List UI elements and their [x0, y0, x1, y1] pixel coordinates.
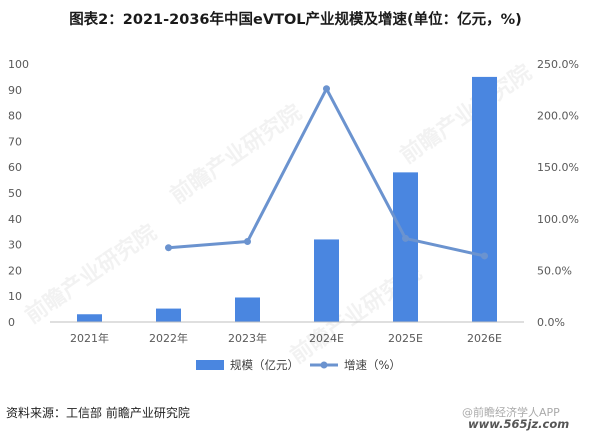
- growth-point: [402, 234, 409, 242]
- x-tick-label: 2021年: [70, 331, 109, 345]
- left-tick-label: 90: [8, 84, 22, 97]
- bar: [314, 239, 339, 322]
- legend-bar-label: 规模（亿元）: [230, 358, 299, 372]
- growth-point: [244, 238, 251, 246]
- growth-point: [323, 85, 330, 93]
- bar: [77, 314, 102, 322]
- legend-line-label: 增速（%）: [344, 358, 401, 372]
- left-tick-label: 10: [8, 290, 22, 303]
- left-tick-label: 30: [8, 239, 22, 252]
- bar: [393, 172, 418, 322]
- x-tick-label: 2025E: [388, 332, 423, 345]
- watermark-text: 前瞻产业研究院: [165, 99, 306, 209]
- chart-title: 图表2：2021-2036年中国eVTOL产业规模及增速(单位：亿元，%): [69, 12, 522, 28]
- x-axis: 2021年 2022年 2023年 2024E 2025E 2026E: [70, 331, 502, 345]
- watermark-text: 前瞻产业研究院: [395, 59, 536, 169]
- bar: [472, 76, 497, 323]
- legend: 规模（亿元） 增速（%）: [196, 358, 401, 372]
- left-tick-label: 80: [8, 110, 22, 123]
- right-axis: 0.0% 50.0% 100.0% 150.0% 200.0% 250.0%: [537, 58, 579, 329]
- x-tick-label: 2022年: [149, 331, 188, 345]
- right-tick-label: 0.0%: [537, 316, 565, 329]
- left-tick-label: 70: [8, 135, 22, 148]
- bar: [235, 297, 260, 322]
- right-tick-label: 150.0%: [537, 161, 579, 174]
- x-tick-label: 2023年: [228, 331, 267, 345]
- watermark-bottom: @前瞻经济学人APP: [462, 406, 560, 419]
- right-tick-label: 250.0%: [537, 58, 579, 71]
- line-series: [165, 85, 488, 260]
- left-tick-label: 0: [8, 316, 15, 329]
- left-tick-label: 50: [8, 187, 22, 200]
- bar: [156, 308, 181, 322]
- watermark-text: 前瞻产业研究院: [20, 219, 161, 329]
- left-axis: 0 10 20 30 40 50 60 70 80 90 100: [8, 58, 29, 329]
- right-tick-label: 50.0%: [537, 264, 572, 277]
- bar-series: [77, 76, 497, 323]
- left-tick-label: 40: [8, 213, 22, 226]
- legend-line-marker: [320, 361, 328, 369]
- left-tick-label: 100: [8, 58, 29, 71]
- legend-bar-swatch: [196, 360, 224, 370]
- left-tick-label: 60: [8, 161, 22, 174]
- x-tick-label: 2024E: [309, 332, 344, 345]
- right-tick-label: 100.0%: [537, 213, 579, 226]
- right-tick-label: 200.0%: [537, 110, 579, 123]
- left-tick-label: 20: [8, 264, 22, 277]
- growth-point: [165, 244, 172, 252]
- site-mark: www.565jz.com: [468, 417, 570, 431]
- x-tick-label: 2026E: [467, 332, 502, 345]
- source-note: 资料来源：工信部 前瞻产业研究院: [6, 406, 190, 420]
- growth-point: [481, 252, 488, 260]
